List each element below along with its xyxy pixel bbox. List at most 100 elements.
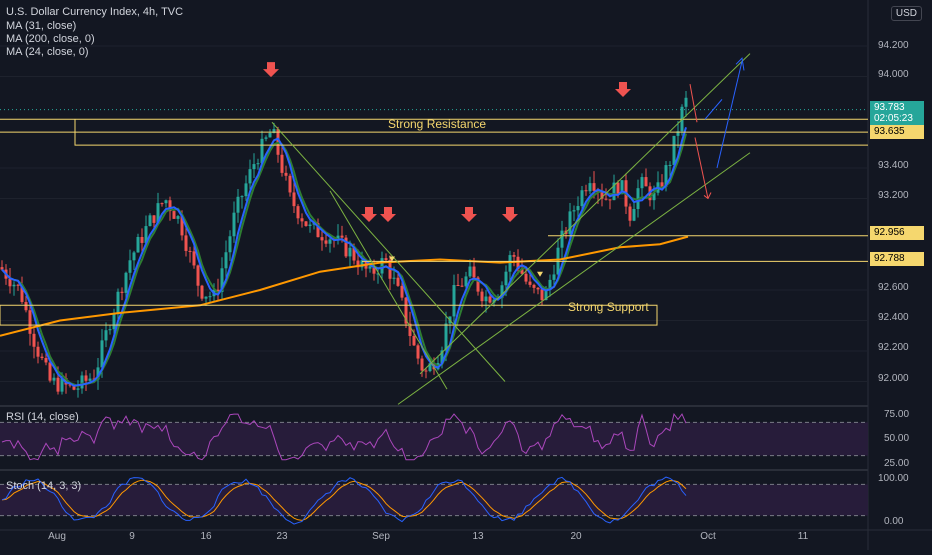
- candle-body: [292, 192, 296, 207]
- candle-body: [48, 362, 52, 381]
- candle-body: [308, 224, 312, 227]
- level-tag-resistance: 93.635: [870, 125, 924, 139]
- x-tick: Sep: [372, 531, 390, 542]
- candle-body: [504, 271, 508, 286]
- candle-body: [40, 356, 44, 359]
- legend-ma200[interactable]: MA (200, close, 0): [6, 33, 95, 45]
- stoch-label[interactable]: Stoch (14, 3, 3): [6, 480, 82, 492]
- candle-body: [88, 378, 92, 381]
- candle-body: [260, 138, 264, 164]
- candle-body: [116, 291, 120, 314]
- candle-body: [560, 230, 564, 248]
- candle-body: [452, 285, 456, 317]
- y-tick: 94.200: [878, 40, 909, 51]
- candle-body: [356, 260, 360, 268]
- candle-body: [384, 258, 388, 261]
- candle-body: [340, 235, 344, 238]
- down-channel-lower: [329, 190, 448, 390]
- candle-body: [316, 223, 320, 238]
- x-tick: 9: [129, 531, 135, 542]
- support-zone-box: [0, 304, 658, 326]
- rsi-label[interactable]: RSI (14, close): [6, 411, 79, 423]
- candle-body: [460, 285, 464, 287]
- candle-body: [476, 277, 480, 292]
- candle-body: [44, 358, 48, 363]
- candle-body: [104, 330, 108, 341]
- candle-body: [576, 206, 580, 211]
- down-arrow-marker: [263, 62, 279, 78]
- candle-body: [256, 163, 260, 165]
- candle-body: [68, 384, 72, 386]
- candle-body: [344, 237, 348, 257]
- candle-body: [628, 206, 632, 221]
- candle-body: [272, 129, 276, 133]
- candle-body: [392, 277, 396, 279]
- candle-body: [280, 154, 284, 173]
- candle-body: [12, 284, 16, 287]
- candle-body: [612, 182, 616, 201]
- rsi-tick: 50.00: [884, 433, 910, 444]
- candle-body: [216, 289, 220, 292]
- candle-body: [172, 211, 176, 219]
- rsi-band: [0, 422, 868, 456]
- rsi-pane: [0, 412, 868, 461]
- candle-body: [676, 131, 680, 136]
- down-arrow-marker: [380, 207, 396, 222]
- candle-body: [252, 164, 256, 170]
- candle-body: [516, 256, 520, 270]
- legend-ma24[interactable]: MA (24, close, 0): [6, 46, 89, 58]
- x-tick: Aug: [48, 531, 66, 542]
- candle-body: [428, 363, 432, 372]
- candle-body: [512, 255, 516, 257]
- candle-body: [552, 274, 556, 280]
- candle-body: [96, 367, 100, 380]
- candle-body: [536, 287, 540, 290]
- candle-body: [584, 190, 588, 192]
- candle-body: [244, 183, 248, 197]
- candle-body: [524, 273, 528, 282]
- stoch-k-line: [1, 476, 687, 525]
- candle-body: [376, 273, 380, 275]
- candle-body: [528, 281, 532, 285]
- candle-body: [0, 267, 4, 270]
- candle-body: [16, 284, 20, 286]
- candle-body: [644, 177, 648, 187]
- countdown-timer: 02:05:23: [874, 113, 913, 124]
- candle-body: [412, 336, 416, 346]
- candle-body: [372, 266, 376, 274]
- x-tick: 16: [200, 531, 212, 542]
- ma31-line: [1, 127, 687, 387]
- legend-ma31[interactable]: MA (31, close): [6, 20, 77, 32]
- projection-up-head: [735, 57, 745, 71]
- projection-down-short: [689, 84, 698, 123]
- candle-body: [240, 196, 244, 198]
- candle-body: [220, 268, 224, 292]
- candle-body: [224, 252, 228, 269]
- candle-body: [652, 192, 656, 201]
- candle-body: [416, 345, 420, 359]
- candle-body: [192, 251, 196, 266]
- projection-down: [694, 137, 709, 199]
- candle-body: [468, 266, 472, 277]
- candle-body: [184, 235, 188, 251]
- candle-body: [268, 132, 272, 138]
- candle-body: [580, 190, 584, 207]
- currency-badge[interactable]: USD: [890, 6, 922, 21]
- candle-body: [56, 377, 60, 392]
- candle-body: [368, 266, 372, 269]
- level-tag-support: 92.788: [870, 252, 924, 266]
- candle-body: [236, 196, 240, 213]
- candle-body: [348, 247, 352, 257]
- candle-body: [620, 180, 624, 195]
- candle-body: [248, 169, 252, 184]
- y-tick: 92.400: [878, 312, 909, 323]
- candle-body: [480, 291, 484, 302]
- candle-body: [328, 239, 332, 244]
- candle-body: [360, 260, 364, 268]
- candle-body: [36, 346, 40, 357]
- candle-body: [320, 237, 324, 241]
- x-tick: 13: [472, 531, 484, 542]
- candle-body: [28, 310, 32, 334]
